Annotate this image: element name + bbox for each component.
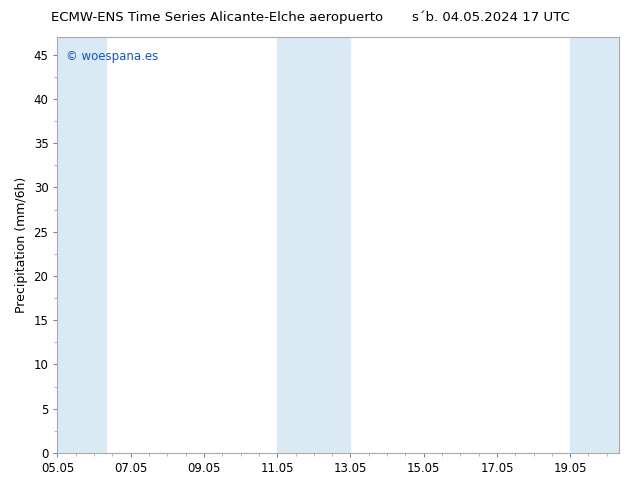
Text: s´b. 04.05.2024 17 UTC: s´b. 04.05.2024 17 UTC — [412, 11, 570, 24]
Bar — [277, 37, 351, 453]
Text: ECMW-ENS Time Series Alicante-Elche aeropuerto: ECMW-ENS Time Series Alicante-Elche aero… — [51, 11, 383, 24]
Bar — [570, 37, 619, 453]
Bar — [58, 37, 107, 453]
Text: © woespana.es: © woespana.es — [66, 49, 158, 63]
Y-axis label: Precipitation (mm/6h): Precipitation (mm/6h) — [15, 177, 28, 313]
